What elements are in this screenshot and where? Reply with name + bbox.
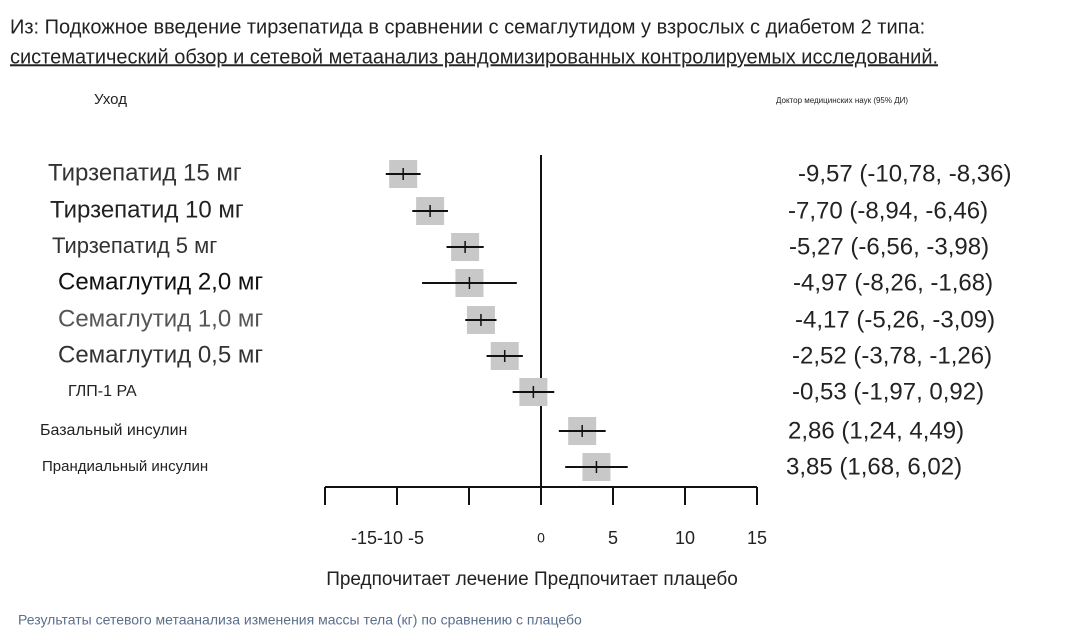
- x-tick-label: -15: [351, 528, 377, 548]
- category-label: Тирзепатид 5 мг: [52, 233, 217, 258]
- title-line: Из: Подкожное введение тирзепатида в сра…: [10, 16, 925, 38]
- category-label: Семаглутид 0,5 мг: [58, 341, 263, 368]
- x-tick-label: 5: [608, 528, 618, 548]
- category-label: Базальный инсулин: [40, 422, 187, 439]
- category-label: Тирзепатид 10 мг: [50, 196, 244, 223]
- x-tick-label: 0: [537, 530, 545, 546]
- x-axis-label: Предпочитает лечение Предпочитает плацеб…: [326, 569, 738, 590]
- category-label: Тирзепатид 15 мг: [48, 159, 242, 186]
- title-line: систематический обзор и сетевой метаанал…: [10, 46, 938, 68]
- value-label: 2,86 (1,24, 4,49): [788, 417, 964, 444]
- category-header: Уход: [94, 91, 127, 108]
- category-label: Семаглутид 2,0 мг: [58, 268, 263, 295]
- value-label: -4,97 (-8,26, -1,68): [793, 269, 993, 296]
- x-tick-label: 10: [675, 528, 695, 548]
- category-label: Семаглутид 1,0 мг: [58, 305, 263, 332]
- x-tick-label: -5: [408, 528, 424, 548]
- value-header: Доктор медицинских наук (95% ДИ): [776, 96, 908, 105]
- value-label: -9,57 (-10,78, -8,36): [798, 160, 1011, 187]
- value-label: -4,17 (-5,26, -3,09): [795, 306, 995, 333]
- x-tick-label: 15: [747, 528, 767, 548]
- category-label: ГЛП-1 РА: [68, 383, 137, 400]
- category-label: Прандиальный инсулин: [42, 458, 208, 475]
- value-label: -2,52 (-3,78, -1,26): [792, 342, 992, 369]
- value-label: -7,70 (-8,94, -6,46): [788, 197, 988, 224]
- value-label: -0,53 (-1,97, 0,92): [792, 378, 984, 405]
- x-tick-label: -10: [377, 528, 403, 548]
- caption: Результаты сетевого метаанализа изменени…: [18, 612, 582, 628]
- value-label: -5,27 (-6,56, -3,98): [789, 233, 989, 260]
- value-label: 3,85 (1,68, 6,02): [786, 453, 962, 480]
